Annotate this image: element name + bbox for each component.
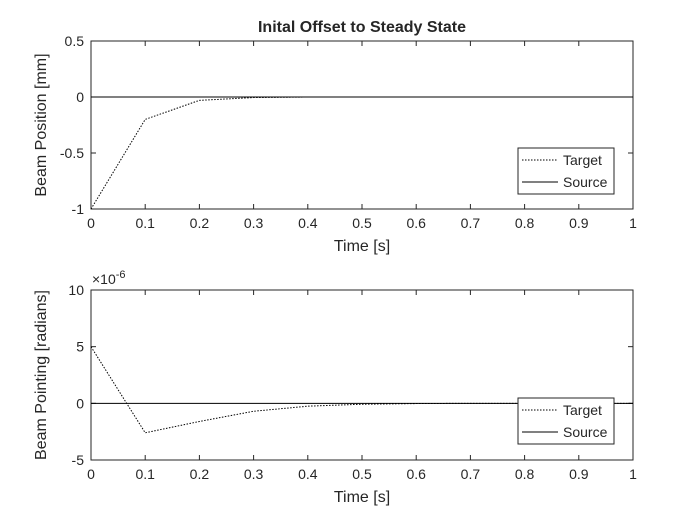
y-tick-label: -0.5 [60, 145, 84, 161]
x-tick-label: 0.2 [190, 215, 210, 231]
x-tick-label: 1 [629, 215, 637, 231]
x-tick-label: 0.2 [190, 466, 210, 482]
x-tick-label: 0.8 [515, 215, 535, 231]
x-axis-label: Time [s] [334, 238, 390, 255]
y-tick-label: -1 [72, 201, 85, 217]
x-tick-label: 1 [629, 466, 637, 482]
x-tick-label: 0.4 [298, 466, 318, 482]
x-tick-label: 0 [87, 215, 95, 231]
y-tick-label: 10 [68, 282, 84, 298]
x-tick-label: 0.6 [406, 215, 426, 231]
chart-title: Inital Offset to Steady State [258, 19, 466, 36]
y-axis-label: Beam Pointing [radians] [33, 290, 50, 460]
x-tick-label: 0.9 [569, 215, 589, 231]
x-tick-label: 0.7 [461, 215, 481, 231]
x-tick-label: 0.6 [406, 466, 426, 482]
chart-2: 0 0.1 0.2 0.3 0.4 0.5 0.6 0.7 0.8 0.9 1-50510×10-6… [33, 269, 637, 506]
x-tick-label: 0.7 [461, 466, 481, 482]
y-axis-label: Beam Position [mm] [33, 53, 50, 196]
legend-label-source: Source [563, 174, 608, 190]
y-exponent-power: -6 [116, 269, 126, 281]
y-tick-label: -5 [72, 452, 85, 468]
x-tick-label: 0 [87, 466, 95, 482]
legend-label-target: Target [563, 152, 602, 168]
x-tick-label: 0.8 [515, 466, 535, 482]
x-tick-label: 0.9 [569, 466, 589, 482]
y-tick-label: 5 [76, 339, 84, 355]
x-tick-label: 0.3 [244, 466, 264, 482]
y-tick-label: 0.5 [65, 33, 85, 49]
y-tick-label: 0 [76, 89, 84, 105]
y-tick-label: 0 [76, 395, 84, 411]
x-tick-label: 0.5 [352, 215, 372, 231]
y-exponent-label: ×10-6 [92, 269, 126, 287]
legend-box [517, 147, 615, 195]
x-tick-label: 0.1 [135, 466, 155, 482]
x-tick-label: 0.5 [352, 466, 372, 482]
legend-box [517, 397, 615, 445]
legend: Target Source [517, 147, 615, 195]
x-tick-label: 0.1 [135, 215, 155, 231]
x-axis-label: Time [s] [334, 489, 390, 506]
x-tick-label: 0.4 [298, 215, 318, 231]
legend-label-target: Target [563, 402, 602, 418]
legend: Target Source [517, 397, 615, 445]
x-tick-label: 0.3 [244, 215, 264, 231]
legend-label-source: Source [563, 424, 608, 440]
chart-1: 0 0.1 0.2 0.3 0.4 0.5 0.6 0.7 0.8 0.9 1 -1 -0.5 0 0.5 I… [33, 19, 637, 255]
